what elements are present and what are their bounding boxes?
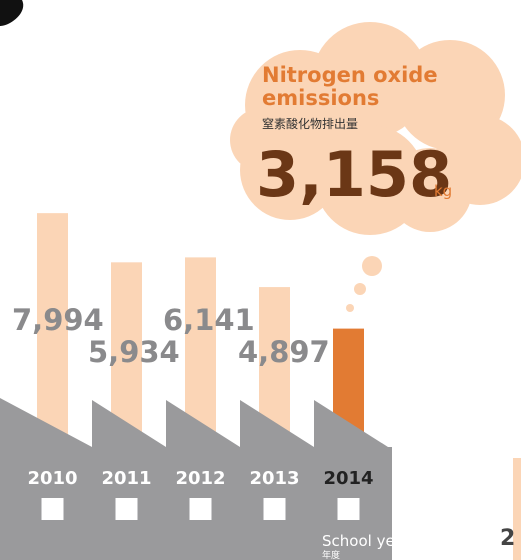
value-label: 7,994	[12, 303, 104, 337]
x-tick-label: 2010	[27, 468, 77, 489]
factory	[0, 398, 392, 560]
highlight-value: 3,158	[256, 138, 452, 211]
chart-subtitle: 窒素酸化物排出量	[262, 116, 358, 131]
chart-title-1: Nitrogen oxide	[262, 63, 438, 87]
x-tick-label: 2012	[175, 468, 225, 489]
x-tick-label: 2011	[101, 468, 151, 489]
cut-off-shape	[0, 0, 24, 26]
chart-title-2: emissions	[262, 86, 379, 110]
window	[41, 498, 64, 520]
x-tick-label: 2014	[323, 468, 373, 489]
unit: kg	[434, 182, 452, 200]
x-axis-label-sub: 年度	[322, 549, 340, 560]
window	[115, 498, 138, 520]
window	[189, 498, 212, 520]
value-label: 6,141	[163, 303, 255, 337]
cut-off-text: 2	[500, 526, 515, 551]
cloud	[230, 22, 521, 312]
window	[337, 498, 360, 520]
window	[263, 498, 286, 520]
cut-off-bar	[513, 458, 521, 560]
value-label: 5,934	[88, 335, 180, 369]
x-tick-label: 2013	[249, 468, 299, 489]
x-axis-label: School year	[322, 532, 411, 550]
value-label: 4,897	[238, 335, 330, 369]
